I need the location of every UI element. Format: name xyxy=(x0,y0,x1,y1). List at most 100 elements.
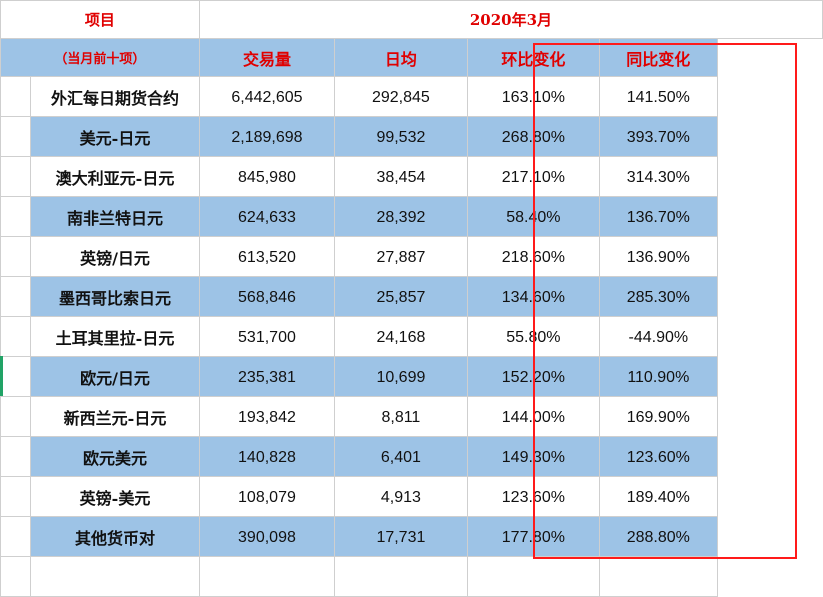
mom-change-cell[interactable]: 55.80% xyxy=(466,316,600,357)
volume-value: 140,828 xyxy=(238,448,296,466)
currency-pair-cell[interactable]: 美元-日元 xyxy=(30,116,200,157)
yoy-change-cell[interactable]: -44.90% xyxy=(598,316,718,357)
empty-cell[interactable] xyxy=(30,556,200,597)
mom-change-cell[interactable]: 152.20% xyxy=(466,356,600,397)
empty-cell[interactable] xyxy=(598,556,718,597)
currency-pair-cell[interactable]: 新西兰元-日元 xyxy=(30,396,200,437)
currency-pair-cell[interactable]: 其他货币对 xyxy=(30,516,200,557)
yoy-change-value: 141.50% xyxy=(626,88,690,106)
yoy-change-cell[interactable]: 136.90% xyxy=(598,236,718,277)
item-header-cell[interactable]: 项目 xyxy=(0,0,200,39)
item-header-label: 项目 xyxy=(84,11,115,29)
volume-cell[interactable]: 624,633 xyxy=(198,196,336,237)
currency-pair-value: 土耳其里拉-日元 xyxy=(55,328,175,348)
yoy-change-cell[interactable]: 393.70% xyxy=(598,116,718,157)
currency-pair-cell[interactable]: 外汇每日期货合约 xyxy=(30,76,200,117)
daily-cell[interactable]: 17,731 xyxy=(334,516,468,557)
currency-pair-cell[interactable]: 英镑-美元 xyxy=(30,476,200,517)
daily-cell[interactable]: 27,887 xyxy=(334,236,468,277)
row-gutter-cell[interactable] xyxy=(0,516,32,557)
volume-cell[interactable]: 390,098 xyxy=(198,516,336,557)
currency-pair-cell[interactable]: 欧元/日元 xyxy=(30,356,200,397)
empty-cell[interactable] xyxy=(0,556,32,597)
currency-pair-value: 南非兰特日元 xyxy=(66,208,163,228)
yoy-change-cell[interactable]: 189.40% xyxy=(598,476,718,517)
yoy-change-cell[interactable]: 169.90% xyxy=(598,396,718,437)
yoy-change-cell[interactable]: 123.60% xyxy=(598,436,718,477)
period-header-cell[interactable]: 2020年3月 xyxy=(198,0,823,39)
row-gutter-cell[interactable] xyxy=(0,276,32,317)
mom-change-value: 58.40% xyxy=(506,208,561,226)
mom-header-cell[interactable]: 环比变化 xyxy=(466,38,600,77)
mom-change-cell[interactable]: 144.00% xyxy=(466,396,600,437)
mom-change-cell[interactable]: 217.10% xyxy=(466,156,600,197)
row-gutter-cell[interactable] xyxy=(0,476,32,517)
mom-change-cell[interactable]: 58.40% xyxy=(466,196,600,237)
empty-cell[interactable] xyxy=(334,556,468,597)
daily-cell[interactable]: 99,532 xyxy=(334,116,468,157)
row-gutter-cell[interactable] xyxy=(0,76,32,117)
currency-pair-cell[interactable]: 墨西哥比索日元 xyxy=(30,276,200,317)
volume-cell[interactable]: 6,442,605 xyxy=(198,76,336,117)
daily-cell[interactable]: 38,454 xyxy=(334,156,468,197)
daily-cell[interactable]: 25,857 xyxy=(334,276,468,317)
yoy-change-cell[interactable]: 136.70% xyxy=(598,196,718,237)
row-gutter-cell[interactable] xyxy=(0,356,32,397)
volume-cell[interactable]: 613,520 xyxy=(198,236,336,277)
mom-change-cell[interactable]: 163.10% xyxy=(466,76,600,117)
currency-pair-value: 墨西哥比索日元 xyxy=(58,288,171,308)
row-gutter-cell[interactable] xyxy=(0,316,32,357)
row-gutter-cell[interactable] xyxy=(0,156,32,197)
currency-pair-cell[interactable]: 南非兰特日元 xyxy=(30,196,200,237)
daily-cell[interactable]: 4,913 xyxy=(334,476,468,517)
yoy-change-cell[interactable]: 110.90% xyxy=(598,356,718,397)
yoy-change-cell[interactable]: 288.80% xyxy=(598,516,718,557)
mom-change-cell[interactable]: 134.60% xyxy=(466,276,600,317)
daily-value: 24,168 xyxy=(376,328,426,346)
currency-pair-cell[interactable]: 土耳其里拉-日元 xyxy=(30,316,200,357)
mom-change-cell[interactable]: 268.80% xyxy=(466,116,600,157)
currency-pair-cell[interactable]: 英镑/日元 xyxy=(30,236,200,277)
empty-cell[interactable] xyxy=(198,556,336,597)
currency-pair-cell[interactable]: 澳大利亚元-日元 xyxy=(30,156,200,197)
mom-change-cell[interactable]: 218.60% xyxy=(466,236,600,277)
volume-value: 2,189,698 xyxy=(231,128,303,146)
yoy-change-cell[interactable]: 314.30% xyxy=(598,156,718,197)
mom-change-cell[interactable]: 149.30% xyxy=(466,436,600,477)
yoy-change-value: 136.90% xyxy=(626,248,690,266)
daily-cell[interactable]: 24,168 xyxy=(334,316,468,357)
yoy-change-cell[interactable]: 141.50% xyxy=(598,76,718,117)
row-gutter-cell[interactable] xyxy=(0,436,32,477)
lead-header-cell[interactable]: （当月前十项） xyxy=(0,38,200,77)
daily-header-cell[interactable]: 日均 xyxy=(334,38,468,77)
period-header-label: 2020年3月 xyxy=(469,11,553,29)
empty-cell[interactable] xyxy=(466,556,600,597)
row-gutter-cell[interactable] xyxy=(0,236,32,277)
volume-cell[interactable]: 2,189,698 xyxy=(198,116,336,157)
mom-change-cell[interactable]: 177.80% xyxy=(466,516,600,557)
currency-pair-cell[interactable]: 欧元美元 xyxy=(30,436,200,477)
volume-cell[interactable]: 235,381 xyxy=(198,356,336,397)
volume-header-cell[interactable]: 交易量 xyxy=(198,38,336,77)
mom-change-cell[interactable]: 123.60% xyxy=(466,476,600,517)
volume-cell[interactable]: 568,846 xyxy=(198,276,336,317)
daily-value: 38,454 xyxy=(376,168,426,186)
row-gutter-cell[interactable] xyxy=(0,396,32,437)
daily-cell[interactable]: 8,811 xyxy=(334,396,468,437)
volume-cell[interactable]: 140,828 xyxy=(198,436,336,477)
volume-cell[interactable]: 193,842 xyxy=(198,396,336,437)
volume-cell[interactable]: 845,980 xyxy=(198,156,336,197)
yoy-change-cell[interactable]: 285.30% xyxy=(598,276,718,317)
row-gutter-cell[interactable] xyxy=(0,116,32,157)
daily-cell[interactable]: 10,699 xyxy=(334,356,468,397)
table-row: 其他货币对 390,098 17,731 177.80% 288.80% xyxy=(0,516,823,557)
volume-cell[interactable]: 108,079 xyxy=(198,476,336,517)
yoy-header-cell[interactable]: 同比变化 xyxy=(598,38,718,77)
daily-cell[interactable]: 292,845 xyxy=(334,76,468,117)
currency-pair-value: 美元-日元 xyxy=(79,128,151,148)
volume-value: 390,098 xyxy=(238,528,296,546)
row-gutter-cell[interactable] xyxy=(0,196,32,237)
volume-cell[interactable]: 531,700 xyxy=(198,316,336,357)
daily-cell[interactable]: 6,401 xyxy=(334,436,468,477)
daily-cell[interactable]: 28,392 xyxy=(334,196,468,237)
